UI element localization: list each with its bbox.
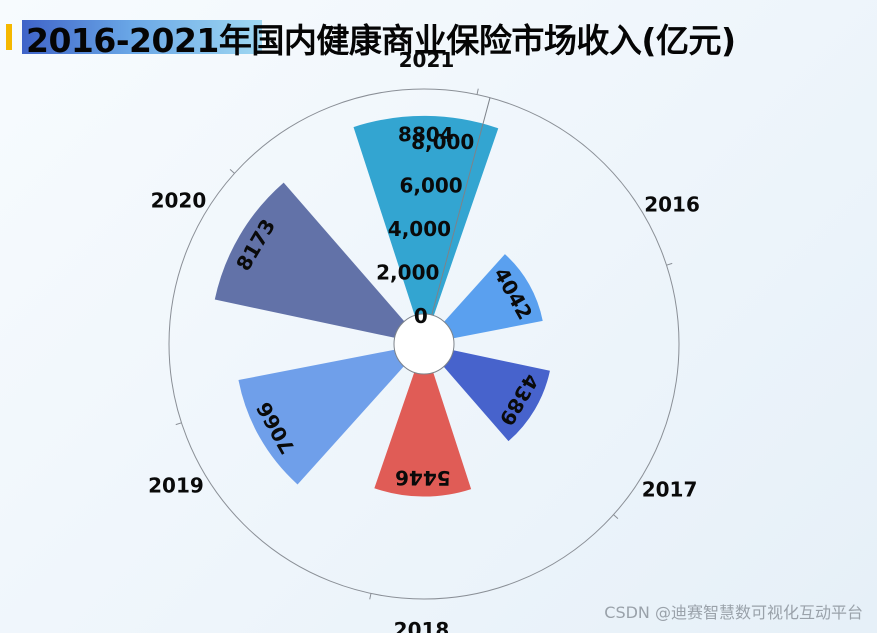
angle-tick bbox=[476, 88, 479, 95]
page-title: 2016-2021年国内健康商业保险市场收入(亿元) bbox=[26, 21, 736, 60]
angle-tick bbox=[613, 514, 619, 520]
bar-2018[interactable] bbox=[374, 372, 472, 497]
category-label-2017: 2017 bbox=[642, 478, 698, 502]
category-label-2018: 2018 bbox=[394, 618, 450, 633]
category-label-2016: 2016 bbox=[644, 193, 700, 217]
angle-tick bbox=[369, 593, 372, 600]
inner-hole bbox=[393, 313, 455, 375]
angle-tick bbox=[175, 422, 182, 426]
outer-axis-circle bbox=[168, 88, 680, 600]
bar-2017[interactable] bbox=[443, 350, 550, 442]
radial-tick-label: 0 bbox=[414, 304, 428, 328]
title-bar: 2016-2021年国内健康商业保险市场收入(亿元) bbox=[0, 8, 877, 60]
radial-tick-label: 6,000 bbox=[399, 174, 462, 198]
category-label-2021: 2021 bbox=[399, 48, 455, 72]
data-label-2018: 5446 bbox=[395, 466, 451, 490]
angle-tick bbox=[229, 168, 235, 174]
radial-tick-label: 4,000 bbox=[388, 217, 451, 241]
angle-tick bbox=[666, 262, 673, 266]
title-accent-bar bbox=[6, 24, 12, 50]
bar-2020[interactable] bbox=[214, 182, 405, 338]
bar-2016[interactable] bbox=[444, 254, 543, 339]
watermark: CSDN @迪赛智慧数可视化互动平台 bbox=[604, 603, 863, 622]
radial-tick-label: 8,000 bbox=[411, 130, 474, 154]
radial-tick-label: 2,000 bbox=[376, 261, 439, 285]
title-highlight-band bbox=[22, 20, 262, 54]
category-label-2020: 2020 bbox=[151, 188, 207, 212]
radial-axis bbox=[431, 97, 491, 316]
category-label-2019: 2019 bbox=[148, 473, 204, 497]
bar-2019[interactable] bbox=[238, 349, 404, 485]
data-label-2021: 8804 bbox=[398, 122, 454, 146]
bar-2021[interactable] bbox=[353, 115, 499, 316]
